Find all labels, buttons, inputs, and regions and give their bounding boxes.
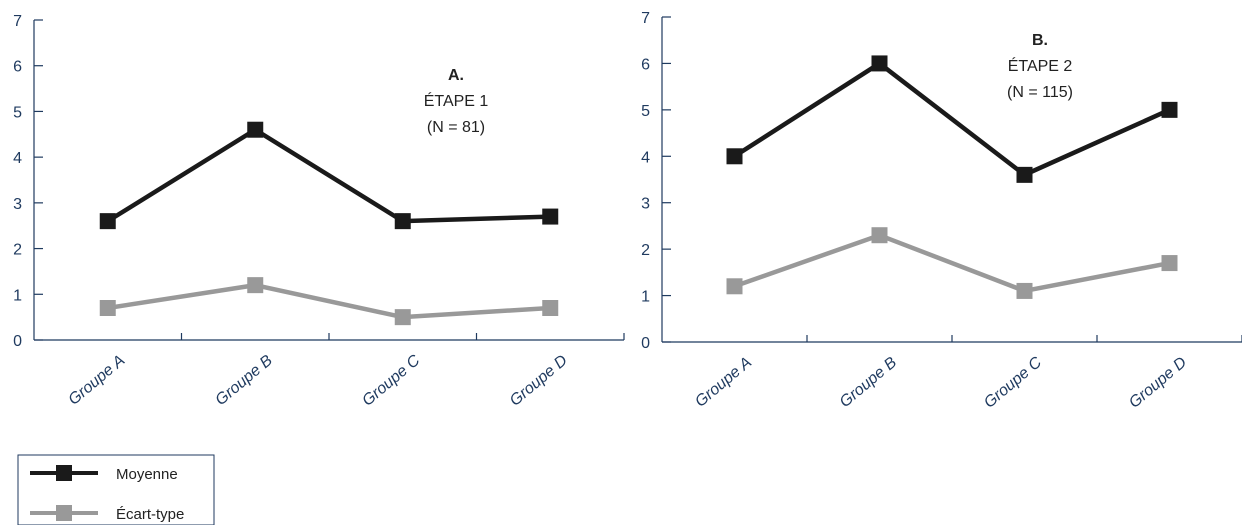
y-tick-label: 1 — [641, 289, 650, 306]
data-point-ecart-type — [394, 309, 411, 326]
y-tick-label: 2 — [13, 242, 22, 259]
panel-a: 0 1 2 3 4 5 6 7 Groupe A Groupe B Groupe C Groupe D… — [13, 13, 625, 410]
series-line-moyenne — [106, 127, 551, 224]
y-tick-label: 7 — [641, 10, 650, 27]
y-tick-label: 3 — [641, 196, 650, 213]
data-point-moyenne — [871, 55, 888, 72]
legend-swatch-marker-moyenne — [56, 465, 72, 481]
series-line-moyenne — [733, 60, 1171, 178]
annotation-line: (N = 81) — [427, 119, 485, 136]
y-tick-label: 6 — [13, 59, 22, 76]
legend-swatch-marker-ecart-type — [56, 505, 72, 521]
data-point-moyenne — [1016, 166, 1033, 183]
x-tick-label: Groupe D — [1126, 354, 1190, 412]
x-tick-label: Groupe A — [692, 354, 755, 411]
data-point-moyenne — [1161, 101, 1178, 118]
y-tick-label: 7 — [13, 13, 22, 30]
annotation-line: ÉTAPE 1 — [424, 91, 489, 110]
legend: Moyenne Écart-type — [17, 454, 215, 525]
y-tick-label: 5 — [641, 103, 650, 120]
x-tick-label: Groupe C — [981, 354, 1045, 412]
y-tick-label: 4 — [13, 150, 22, 167]
data-point-ecart-type — [1161, 255, 1178, 272]
panel-label: B. — [1032, 32, 1048, 49]
data-point-moyenne — [726, 148, 743, 165]
series-line-ecart-type — [107, 282, 551, 320]
data-point-ecart-type — [99, 300, 116, 316]
data-point-moyenne — [99, 213, 116, 230]
x-tick-label: Groupe A — [65, 352, 128, 409]
y-tick-label: 0 — [641, 335, 650, 352]
y-tick-label: 4 — [641, 149, 650, 166]
data-point-ecart-type — [542, 300, 559, 316]
panel-label: A. — [448, 67, 464, 84]
data-point-ecart-type — [1016, 282, 1033, 299]
data-point-ecart-type — [726, 278, 743, 295]
annotation-line: (N = 115) — [1007, 84, 1073, 101]
y-tick-label: 0 — [13, 333, 22, 350]
legend-box — [17, 454, 215, 525]
x-tick-label: Groupe C — [359, 352, 423, 410]
data-point-moyenne — [542, 208, 559, 225]
panel-b: 0 1 2 3 4 5 6 7 Groupe A Groupe B Groupe C Groupe D… — [641, 10, 1242, 412]
series-line-ecart-type — [733, 232, 1170, 294]
x-tick-label: Groupe D — [507, 352, 571, 410]
data-point-ecart-type — [247, 277, 264, 294]
y-tick-label: 6 — [641, 56, 650, 73]
data-point-moyenne — [247, 121, 264, 138]
y-tick-label: 2 — [641, 242, 650, 259]
legend-label-ecart-type: Écart-type — [116, 506, 184, 523]
annotation-line: ÉTAPE 2 — [1008, 56, 1073, 75]
x-tick-label: Groupe B — [837, 354, 901, 411]
y-tick-label: 3 — [13, 196, 22, 213]
legend-item-moyenne: Moyenne — [30, 465, 178, 483]
legend-label-moyenne: Moyenne — [116, 466, 178, 483]
y-tick-label: 1 — [13, 287, 22, 304]
data-point-ecart-type — [871, 227, 888, 244]
chart-panels: 0 1 2 3 4 5 6 7 Groupe A Groupe B Groupe C Groupe D… — [13, 10, 1242, 412]
legend-item-ecart-type: Écart-type — [30, 505, 184, 523]
x-tick-label: Groupe B — [212, 352, 276, 409]
y-tick-label: 5 — [13, 104, 22, 121]
data-point-moyenne — [394, 213, 411, 230]
